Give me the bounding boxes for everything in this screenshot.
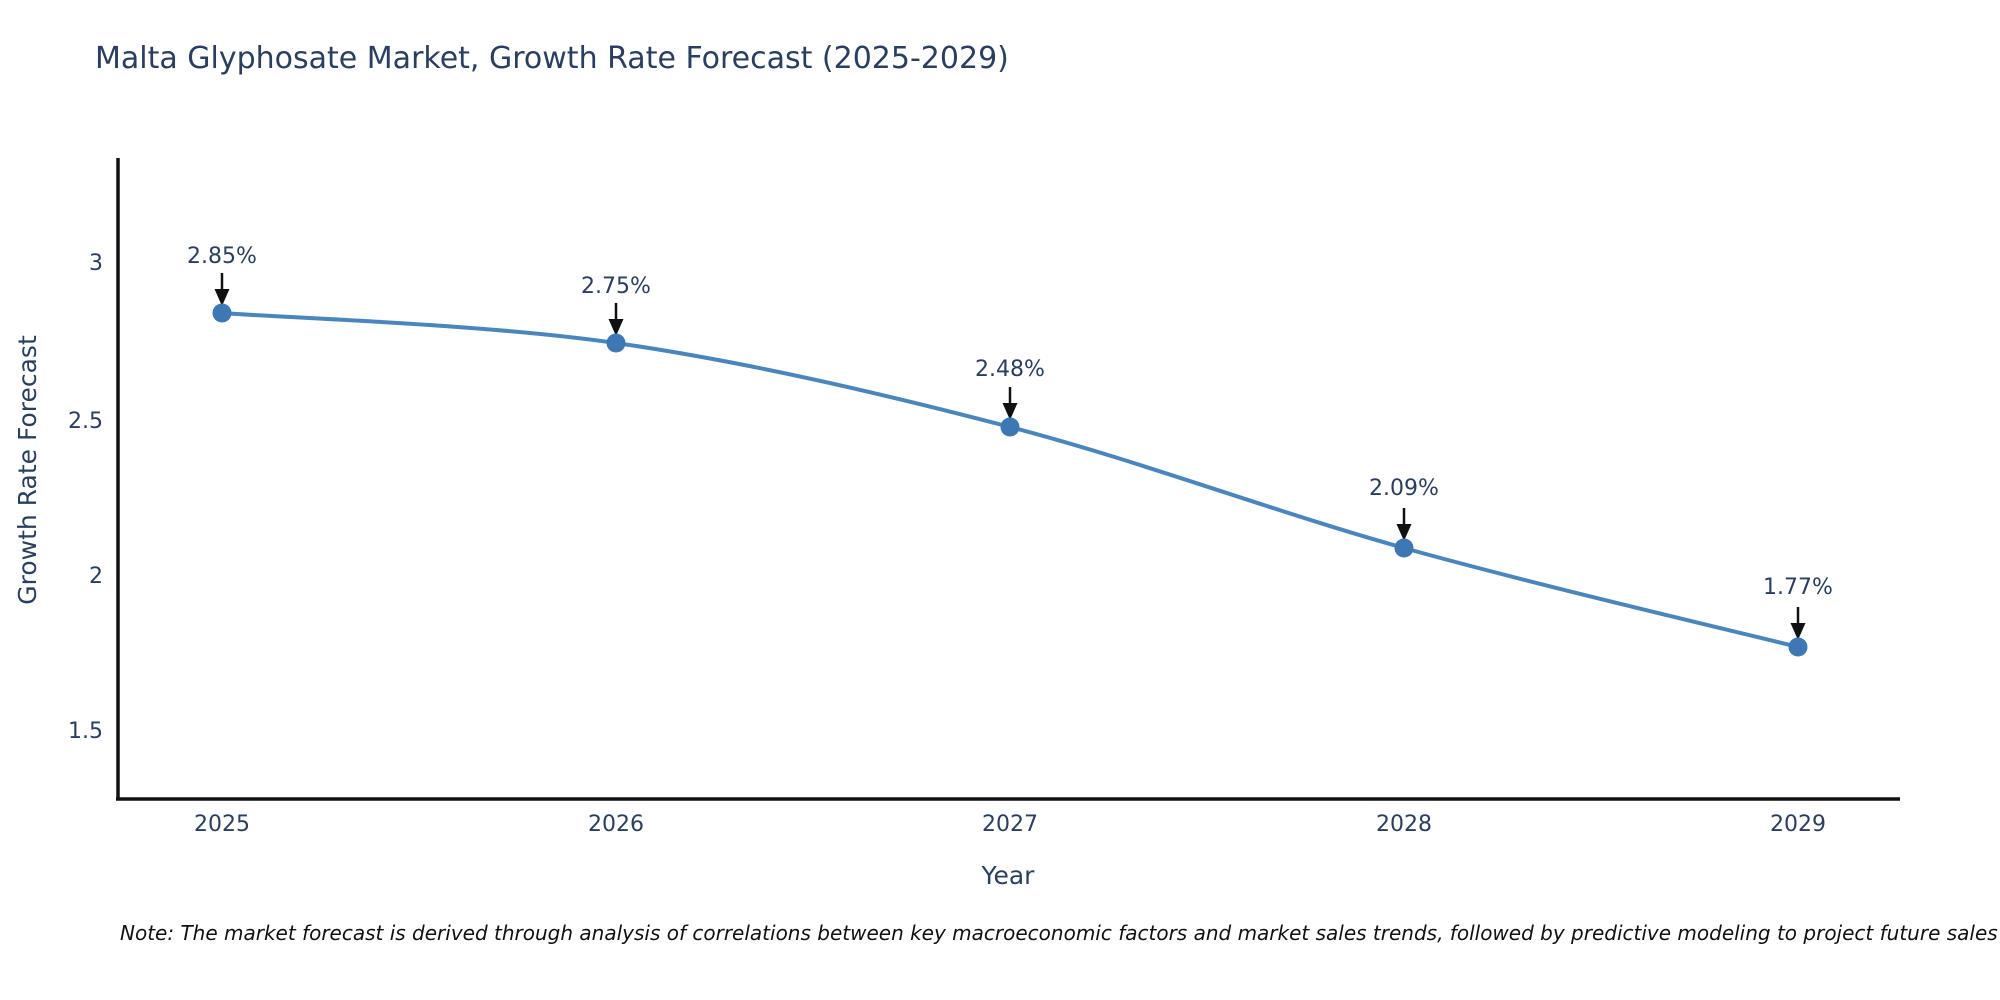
annotation-arrow xyxy=(608,303,624,336)
x-tick-label: 2028 xyxy=(1376,812,1432,837)
data-point-marker xyxy=(1000,417,1020,437)
annotation-arrow xyxy=(214,273,230,306)
annotation-arrow xyxy=(1002,387,1018,420)
data-point-marker xyxy=(1788,637,1808,657)
data-point-label: 2.48% xyxy=(975,357,1045,382)
y-tick-label: 2.5 xyxy=(68,409,103,434)
data-point-label: 1.77% xyxy=(1763,575,1833,600)
data-point-marker xyxy=(212,303,232,323)
y-tick-label: 2 xyxy=(89,564,103,589)
x-tick-label: 2026 xyxy=(588,812,644,837)
y-axis-title: Growth Rate Forecast xyxy=(13,335,42,605)
footnote: Note: The market forecast is derived thr… xyxy=(120,921,1998,945)
data-point-label: 2.75% xyxy=(581,274,651,299)
x-axis-title: Year xyxy=(981,861,1036,890)
data-point-label: 2.85% xyxy=(187,244,257,269)
x-tick-label: 2027 xyxy=(982,812,1038,837)
x-tick-label: 2025 xyxy=(194,812,250,837)
y-tick-label: 3 xyxy=(89,251,103,276)
data-point-marker xyxy=(1394,538,1414,558)
x-tick-label: 2029 xyxy=(1770,812,1826,837)
chart-title: Malta Glyphosate Market, Growth Rate For… xyxy=(95,41,1009,76)
annotation-arrow xyxy=(1396,508,1412,541)
annotation-arrow xyxy=(1790,607,1806,640)
y-tick-label: 1.5 xyxy=(68,719,103,744)
data-point-marker xyxy=(606,333,626,353)
data-point-label: 2.09% xyxy=(1369,476,1439,501)
